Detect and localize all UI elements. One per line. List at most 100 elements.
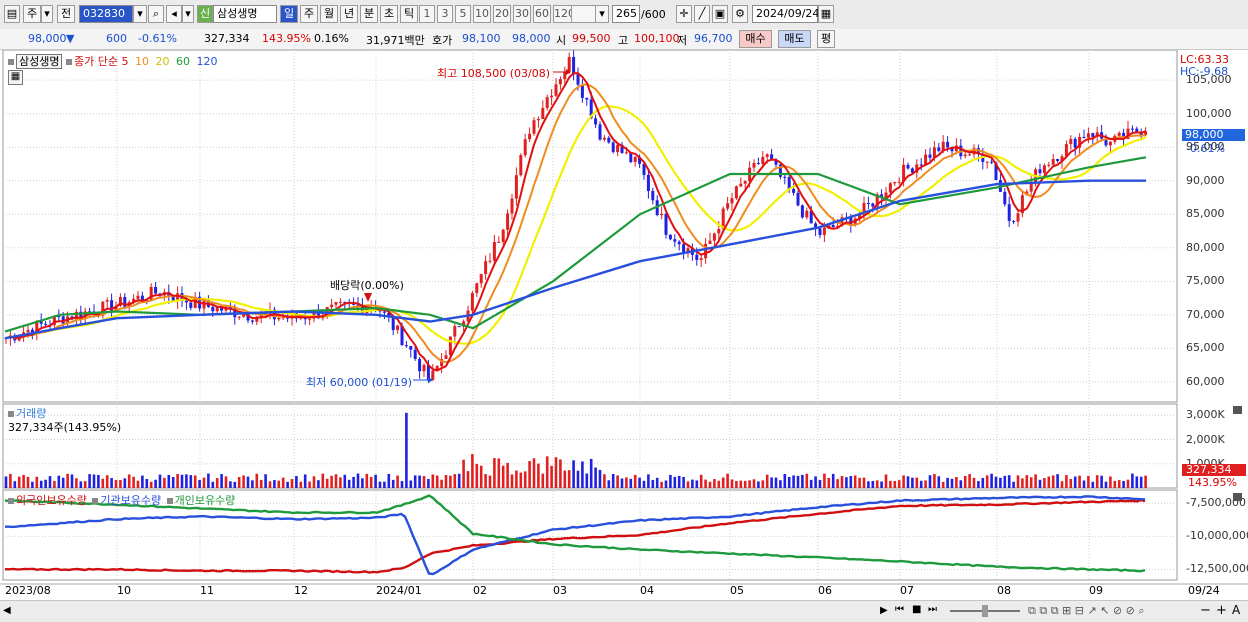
candle-body xyxy=(1117,132,1121,136)
sell-button[interactable]: 매도 xyxy=(778,30,811,48)
count-input[interactable]: 265 xyxy=(612,5,640,23)
scroll-right-icon[interactable]: ▶ xyxy=(880,605,888,616)
tool-icons[interactable]: ⧉ ⧉ ⧉ ⊞ ⊟ ↗ ↖ ⊘ ⊘ ⌕ xyxy=(1028,604,1145,617)
code-dropdown-icon[interactable]: ▾ xyxy=(133,5,147,23)
prev-button[interactable]: 전 xyxy=(57,5,75,23)
minus-icon[interactable]: − xyxy=(1200,603,1211,618)
volume-bar xyxy=(889,480,892,488)
volume-bar xyxy=(897,480,901,488)
interval-button[interactable]: 10 xyxy=(473,5,491,23)
zoom-slider-handle[interactable] xyxy=(982,605,988,617)
bottom-scrollbar[interactable]: ◀ ▶ ⏮ ■ ⏭ ⧉ ⧉ ⧉ ⊞ ⊟ ↗ ↖ ⊘ ⊘ ⌕ − + A xyxy=(0,600,1248,622)
period-button[interactable]: 일 xyxy=(280,5,298,23)
volume-bar xyxy=(902,475,905,488)
interval-button[interactable]: 30 xyxy=(513,5,531,23)
candle-body xyxy=(822,227,826,236)
scroll-left-icon[interactable]: ◀ xyxy=(3,605,11,616)
volume-bar xyxy=(919,480,923,488)
period-button[interactable]: 분 xyxy=(360,5,378,23)
volume-bar xyxy=(400,481,404,488)
volume-bar xyxy=(171,477,175,488)
calendar-icon[interactable]: ▦ xyxy=(818,5,834,23)
candle-body xyxy=(1064,144,1068,157)
ask-price-2: 98,000 xyxy=(512,32,551,45)
interval-button[interactable]: 5 xyxy=(455,5,471,23)
candle-body xyxy=(862,203,866,215)
candle-body xyxy=(484,261,488,275)
interval-button[interactable]: 120 xyxy=(553,5,575,23)
volume-bar xyxy=(1060,481,1064,488)
volume-bar xyxy=(845,477,848,488)
volume-bar xyxy=(941,481,945,488)
volume-bar xyxy=(57,475,61,488)
date-input[interactable]: 2024/09/24 xyxy=(752,5,819,23)
save-icon[interactable]: ▣ xyxy=(712,5,728,23)
stock-name-field[interactable]: 삼성생명 xyxy=(213,5,277,23)
buy-button[interactable]: 매수 xyxy=(739,30,772,48)
volume-bar xyxy=(114,479,118,488)
candle-body xyxy=(184,300,188,303)
volume-bar xyxy=(207,473,210,488)
crosshair-icon[interactable]: ✛ xyxy=(676,5,692,23)
period-button[interactable]: 월 xyxy=(320,5,338,23)
speaker-dropdown-icon[interactable]: ▾ xyxy=(182,5,194,23)
candle-body xyxy=(572,57,576,75)
search-icon[interactable]: ⌕ xyxy=(148,5,164,23)
volume-legend: 거래량 xyxy=(8,405,46,421)
price-legend: 삼성생명 종가 단순 5 10 20 60 120 xyxy=(8,53,217,69)
eval-button[interactable]: 평 xyxy=(817,30,835,48)
menu-icon[interactable]: ▤ xyxy=(4,5,20,23)
market-select[interactable]: 주 xyxy=(23,5,41,23)
market-dropdown-icon[interactable]: ▾ xyxy=(41,5,53,23)
volume-bar xyxy=(97,474,100,488)
volume-bar xyxy=(396,475,399,488)
volume-bar xyxy=(682,476,685,488)
volume-bar xyxy=(633,474,637,488)
close-pane-icon[interactable] xyxy=(1233,493,1242,501)
stop-icon[interactable]: ■ xyxy=(912,604,922,615)
candle-body xyxy=(884,192,888,198)
candle-body xyxy=(1091,133,1095,137)
candle-body xyxy=(985,161,989,163)
interval-button[interactable]: 60 xyxy=(533,5,551,23)
volume-bar xyxy=(1082,480,1086,488)
volume-bar xyxy=(620,478,624,488)
draw-line-icon[interactable]: ╱ xyxy=(694,5,710,23)
price-tick-label: 65,000 xyxy=(1186,341,1225,355)
calculator-icon[interactable]: ▦ xyxy=(8,70,23,85)
interval-button[interactable]: 1 xyxy=(419,5,435,23)
volume-bar xyxy=(1051,475,1055,488)
volume-bar xyxy=(13,481,17,488)
candle-body xyxy=(928,154,932,158)
close-pane-icon[interactable] xyxy=(1233,406,1242,414)
interval-button[interactable]: 3 xyxy=(437,5,453,23)
legend-stock-name[interactable]: 삼성생명 xyxy=(16,54,63,69)
gear-icon[interactable]: ⚙ xyxy=(732,5,748,23)
plus-icon[interactable]: + xyxy=(1216,603,1227,618)
quote-change-pct: -0.61% xyxy=(138,32,177,45)
candle-body xyxy=(660,213,664,216)
candle-body xyxy=(492,242,496,261)
period-button[interactable]: 틱 xyxy=(400,5,418,23)
count-total: /600 xyxy=(641,8,666,21)
period-button[interactable]: 년 xyxy=(340,5,358,23)
candle-body xyxy=(897,181,901,183)
speaker-icon[interactable]: ◂ xyxy=(166,5,182,23)
blank-dropdown-icon[interactable]: ▾ xyxy=(595,5,609,23)
candle-body xyxy=(871,203,875,207)
stock-chart[interactable] xyxy=(0,50,1248,600)
quote-change: 600 xyxy=(106,32,127,45)
font-size-icon[interactable]: A xyxy=(1232,603,1241,617)
rewind-icon[interactable]: ⏮ xyxy=(895,604,904,615)
x-tick-label: 03 xyxy=(553,584,567,597)
volume-bar xyxy=(374,474,377,488)
price-tick-label: 85,000 xyxy=(1186,207,1225,221)
volume-bar xyxy=(730,479,734,488)
interval-button[interactable]: 20 xyxy=(493,5,511,23)
volume-bar xyxy=(783,473,787,488)
stock-code-input[interactable]: 032830 xyxy=(79,5,133,23)
legend-individual: 개인보유수량 xyxy=(174,494,236,507)
period-button[interactable]: 초 xyxy=(380,5,398,23)
period-button[interactable]: 주 xyxy=(300,5,318,23)
forward-icon[interactable]: ⏭ xyxy=(928,604,937,615)
